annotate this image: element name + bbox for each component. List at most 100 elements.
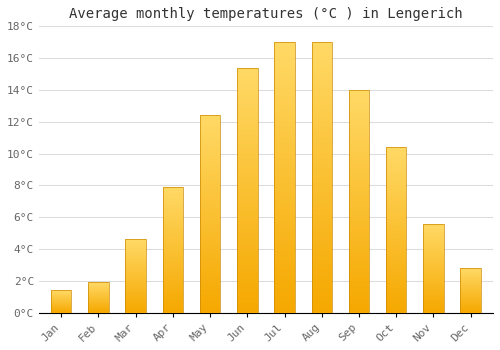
Bar (312, 291, 332, 294)
Bar (349, 226, 370, 228)
Bar (274, 123, 295, 126)
Bar (237, 268, 258, 271)
Bar (126, 295, 146, 296)
Bar (423, 281, 444, 282)
Bar (386, 245, 406, 246)
Bar (126, 272, 146, 273)
Bar (312, 261, 332, 264)
Bar (349, 172, 370, 175)
Bar (460, 286, 481, 287)
Bar (274, 191, 295, 194)
Bar (312, 153, 332, 156)
Bar (312, 229, 332, 231)
Bar (423, 273, 444, 274)
Bar (423, 287, 444, 288)
Bar (386, 291, 406, 293)
Bar (460, 310, 481, 311)
Bar (423, 252, 444, 253)
Bar (386, 192, 406, 194)
Bar (423, 240, 444, 241)
Bar (312, 61, 332, 64)
Bar (349, 273, 370, 275)
Bar (386, 187, 406, 189)
Bar (200, 167, 220, 169)
Bar (349, 279, 370, 281)
Bar (423, 292, 444, 293)
Bar (162, 195, 183, 196)
Bar (200, 224, 220, 226)
Bar (237, 92, 258, 94)
Bar (237, 144, 258, 146)
Bar (423, 301, 444, 302)
Bar (312, 159, 332, 161)
Bar (126, 261, 146, 262)
Bar (349, 275, 370, 277)
Bar (162, 264, 183, 265)
Bar (274, 196, 295, 199)
Bar (349, 228, 370, 230)
Bar (312, 299, 332, 302)
Bar (423, 251, 444, 252)
Bar (386, 232, 406, 233)
Bar (126, 274, 146, 275)
Bar (237, 70, 258, 72)
Bar (349, 206, 370, 208)
Bar (349, 150, 370, 152)
Bar (237, 241, 258, 244)
Bar (274, 186, 295, 188)
Bar (312, 126, 332, 129)
Bar (423, 261, 444, 262)
Bar (349, 261, 370, 264)
Bar (423, 296, 444, 298)
Bar (126, 294, 146, 295)
Bar (312, 283, 332, 286)
Bar (312, 264, 332, 267)
Bar (460, 309, 481, 310)
Bar (200, 285, 220, 287)
Bar (312, 42, 332, 313)
Bar (162, 193, 183, 195)
Bar (349, 301, 370, 304)
Bar (349, 161, 370, 163)
Bar (349, 154, 370, 157)
Bar (126, 266, 146, 267)
Bar (237, 207, 258, 210)
Bar (423, 269, 444, 270)
Bar (162, 191, 183, 192)
Bar (423, 289, 444, 290)
Bar (237, 271, 258, 273)
Bar (274, 207, 295, 210)
Bar (237, 97, 258, 99)
Bar (237, 222, 258, 224)
Bar (200, 169, 220, 170)
Bar (126, 253, 146, 254)
Bar (200, 307, 220, 309)
Bar (274, 278, 295, 280)
Bar (423, 266, 444, 267)
Bar (126, 286, 146, 287)
Bar (312, 275, 332, 278)
Bar (312, 96, 332, 99)
Bar (162, 229, 183, 230)
Bar (274, 280, 295, 283)
Bar (237, 232, 258, 234)
Bar (200, 210, 220, 212)
Bar (423, 260, 444, 261)
Bar (162, 226, 183, 227)
Bar (274, 242, 295, 245)
Bar (274, 137, 295, 140)
Bar (274, 188, 295, 191)
Bar (423, 267, 444, 268)
Bar (162, 296, 183, 298)
Bar (386, 160, 406, 162)
Bar (386, 285, 406, 286)
Bar (274, 177, 295, 180)
Bar (386, 197, 406, 198)
Bar (200, 123, 220, 125)
Bar (162, 247, 183, 248)
Bar (162, 201, 183, 202)
Bar (349, 252, 370, 255)
Bar (200, 273, 220, 275)
Bar (237, 87, 258, 90)
Bar (460, 275, 481, 276)
